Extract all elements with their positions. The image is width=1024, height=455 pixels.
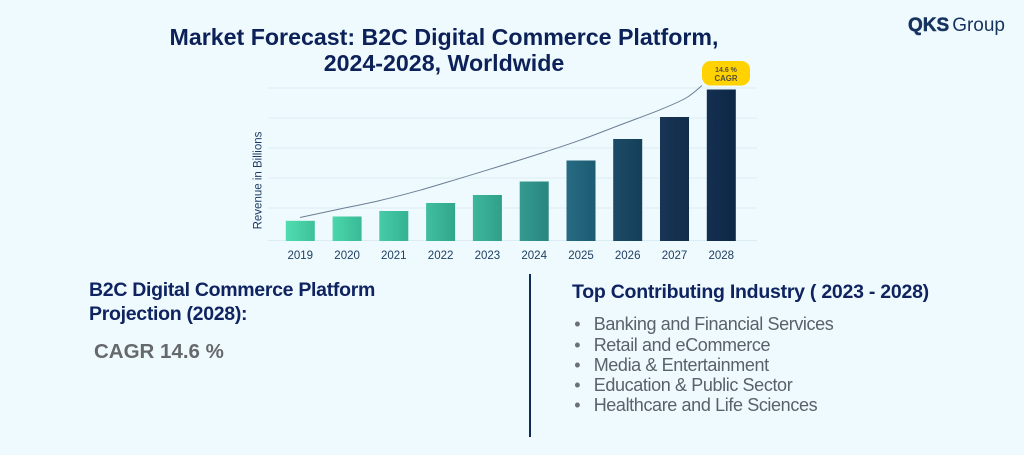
svg-text:Revenue in Billions: Revenue in Billions — [253, 131, 265, 229]
svg-text:2027: 2027 — [662, 250, 688, 262]
svg-text:2022: 2022 — [428, 250, 454, 262]
svg-text:2025: 2025 — [568, 250, 594, 262]
svg-text:2024: 2024 — [521, 250, 547, 262]
svg-text:2019: 2019 — [288, 250, 314, 262]
svg-text:2023: 2023 — [475, 250, 501, 262]
svg-text:2021: 2021 — [381, 250, 407, 262]
svg-text:2028: 2028 — [709, 250, 735, 262]
svg-text:CAGR: CAGR — [715, 74, 738, 83]
svg-text:2020: 2020 — [334, 250, 360, 262]
svg-text:14.6 %: 14.6 % — [715, 67, 738, 74]
svg-text:2026: 2026 — [615, 250, 641, 262]
